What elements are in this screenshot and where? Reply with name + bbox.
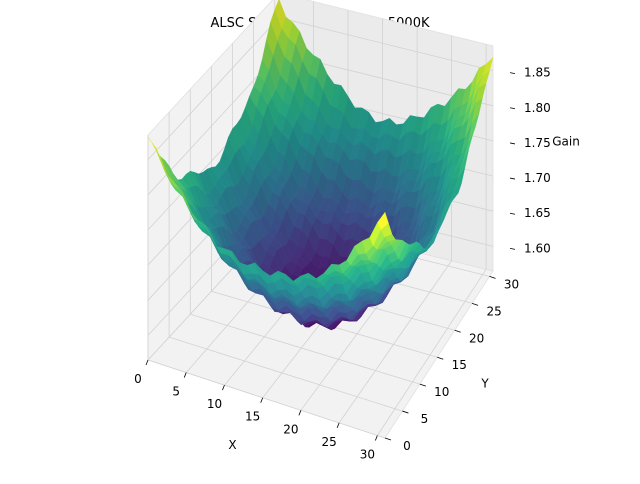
y-tick [437, 356, 444, 360]
x-tick-label: 5 [172, 385, 180, 399]
x-tick [222, 385, 225, 391]
y-gridline [210, 66, 438, 358]
y-tick [471, 302, 479, 306]
z-tick-label: 1.60 [524, 241, 551, 255]
x-tick [260, 397, 264, 403]
y-tick-label: 0 [403, 439, 411, 453]
x-tick-label: 25 [321, 435, 336, 449]
y-tick [402, 410, 409, 414]
x-tick-label: 10 [207, 397, 222, 411]
y-tick-label: 15 [452, 358, 467, 372]
y-tick-label: 5 [421, 412, 429, 426]
y-tick [419, 383, 426, 387]
y-tick-label: 10 [434, 385, 449, 399]
y-tick-label: 30 [504, 277, 519, 291]
x-tick-label: 0 [134, 372, 142, 386]
y-axis-label: Y [480, 377, 489, 391]
z-tick [509, 177, 516, 180]
y-tick-label: 25 [486, 304, 501, 318]
x-gridline [377, 44, 487, 436]
x-axis-label: X [228, 438, 236, 452]
x-tick [374, 435, 378, 441]
x-tick-label: 30 [360, 448, 375, 462]
y-gridline [232, 43, 455, 331]
surface-cell [377, 211, 389, 231]
z-tick-label: 1.70 [524, 171, 551, 185]
axes: 0510152025300510152025301.601.651.701.75… [134, 66, 551, 462]
z-tick [509, 247, 516, 250]
z-tick-label: 1.80 [524, 101, 551, 115]
y-tick [384, 437, 392, 441]
x-tick [183, 372, 187, 378]
y-tick-label: 20 [469, 331, 484, 345]
z-axis-label: Gain [552, 134, 580, 148]
z-tick [509, 212, 516, 215]
x-tick [336, 422, 340, 429]
z-tick [509, 142, 516, 145]
z-tick-label: 1.85 [524, 66, 551, 80]
z-tick-label: 1.65 [524, 206, 551, 220]
x-tick-label: 15 [245, 410, 260, 424]
y-gridline [168, 112, 403, 412]
z-tick-label: 1.75 [524, 136, 551, 150]
surface-mesh [147, 0, 494, 331]
y-tick [489, 276, 496, 279]
x-tick [298, 410, 302, 416]
y-tick [454, 329, 461, 333]
z-tick [509, 72, 516, 75]
z-tick [509, 107, 516, 110]
x-tick-label: 20 [283, 422, 298, 436]
y-gridline [189, 89, 420, 385]
x-tick [145, 359, 149, 366]
